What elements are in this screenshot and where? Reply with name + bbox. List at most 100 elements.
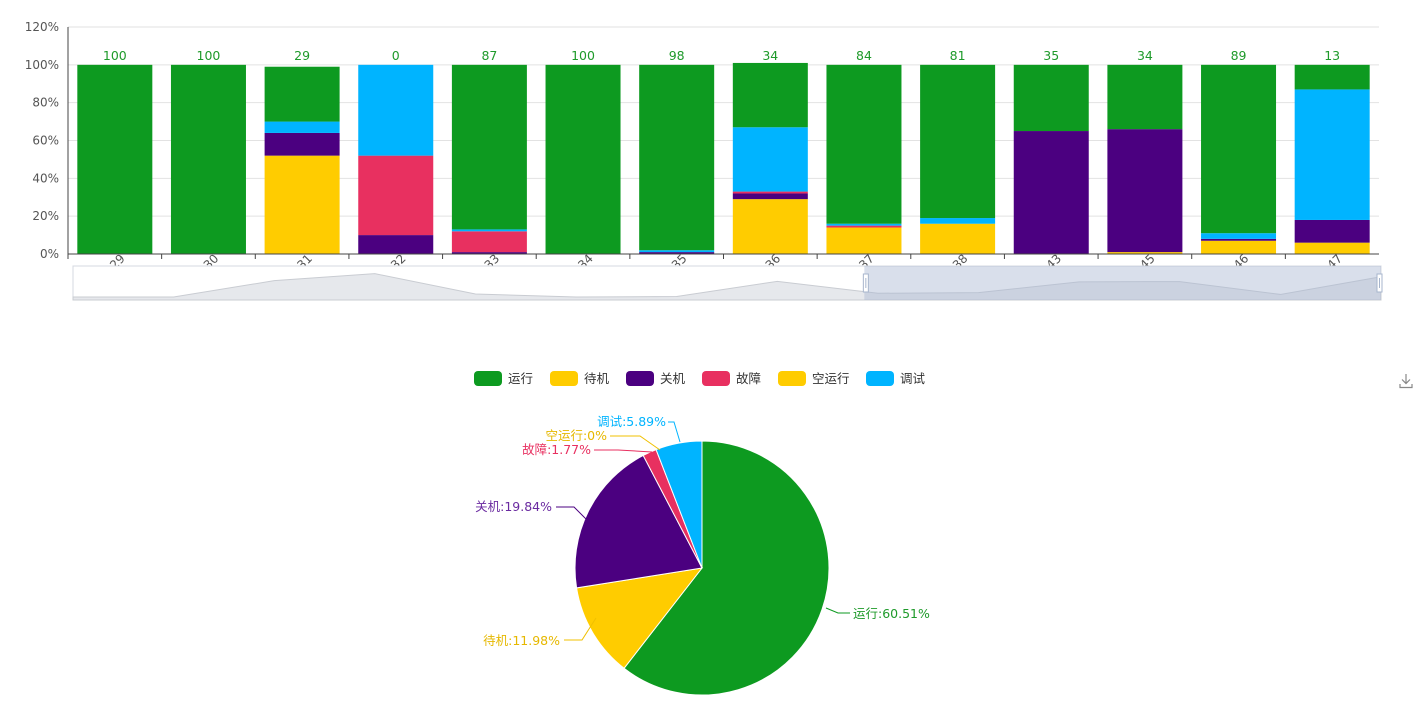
bar-segment-1133-5[interactable] bbox=[451, 64, 527, 230]
stacked-bar-chart: 0%20%40%60%80%100%120%112911301131113211… bbox=[25, 20, 1383, 301]
y-tick-label: 60% bbox=[32, 134, 59, 148]
bar-top-label-1130: 100 bbox=[197, 48, 221, 63]
legend-label: 运行 bbox=[508, 371, 533, 386]
bar-segment-1131-4[interactable] bbox=[264, 121, 340, 133]
legend-swatch bbox=[702, 371, 730, 386]
bar-segment-1137-5[interactable] bbox=[826, 64, 902, 224]
pie-slice-0[interactable] bbox=[623, 440, 830, 696]
zoom-preview-area bbox=[72, 273, 1382, 301]
legend-item-2[interactable]: 关机 bbox=[626, 371, 686, 386]
bar-top-label-1135: 98 bbox=[669, 48, 685, 63]
bar-segment-1138-0[interactable] bbox=[920, 223, 996, 254]
bar-top-label-1136: 34 bbox=[762, 48, 778, 63]
bar-segment-1131-5[interactable] bbox=[264, 66, 340, 122]
pie-leader-line bbox=[668, 421, 681, 443]
pie-label-5: 调试:5.89% bbox=[597, 414, 681, 443]
bar-segment-1147-5[interactable] bbox=[1294, 64, 1370, 90]
bar-segment-1135-1[interactable] bbox=[639, 252, 715, 254]
bar-segment-1146-0[interactable] bbox=[1201, 240, 1277, 254]
bar-segment-1146-5[interactable] bbox=[1201, 64, 1277, 234]
pie-slice-1[interactable] bbox=[575, 567, 704, 669]
bar-segment-1145-0[interactable] bbox=[1107, 252, 1183, 254]
legend-item-5[interactable]: 调试 bbox=[866, 371, 926, 386]
bar-segment-1147-4[interactable] bbox=[1294, 89, 1370, 220]
bar-segment-1147-0[interactable] bbox=[1294, 242, 1370, 254]
y-tick-label: 100% bbox=[25, 58, 59, 72]
bar-segment-1135-5[interactable] bbox=[639, 64, 715, 251]
pie-leader-line bbox=[594, 449, 653, 453]
legend-swatch bbox=[550, 371, 578, 386]
legend-item-3[interactable]: 故障 bbox=[702, 371, 761, 386]
bar-segment-1145-5[interactable] bbox=[1107, 64, 1183, 130]
y-tick-label: 0% bbox=[40, 247, 59, 261]
legend-label: 空运行 bbox=[812, 371, 850, 386]
bar-segment-1136-1[interactable] bbox=[732, 193, 808, 200]
legend-item-0[interactable]: 运行 bbox=[474, 371, 533, 386]
pie-label-0: 运行:60.51% bbox=[825, 606, 930, 621]
zoom-handle-right[interactable] bbox=[1376, 273, 1383, 293]
bar-top-label-1134: 100 bbox=[571, 48, 595, 63]
bar-segment-1132-4[interactable] bbox=[358, 64, 434, 156]
download-icon[interactable] bbox=[1397, 372, 1415, 390]
bar-segment-1137-0[interactable] bbox=[826, 227, 902, 254]
legend-label: 关机 bbox=[660, 371, 686, 386]
bar-top-label-1133: 87 bbox=[481, 48, 497, 63]
y-tick-label: 20% bbox=[32, 209, 59, 223]
pie-label-4: 空运行:0% bbox=[545, 428, 661, 451]
bar-segment-1147-1[interactable] bbox=[1294, 219, 1370, 243]
pie-label-1: 待机:11.98% bbox=[483, 617, 597, 648]
bar-segment-1130-5[interactable] bbox=[170, 64, 246, 254]
bar-segment-1135-4[interactable] bbox=[639, 250, 715, 253]
bar-segment-1136-2[interactable] bbox=[732, 191, 808, 194]
pie-label-text: 调试:5.89% bbox=[597, 414, 666, 429]
pie-slice-2[interactable] bbox=[574, 454, 703, 589]
bar-segment-1146-4[interactable] bbox=[1201, 233, 1277, 239]
pie-slice-5[interactable] bbox=[655, 440, 703, 569]
bar-segment-1136-4[interactable] bbox=[732, 127, 808, 192]
pie-slices bbox=[574, 440, 830, 696]
bar-segment-1131-1[interactable] bbox=[264, 132, 340, 156]
y-tick-label: 40% bbox=[32, 171, 59, 185]
pie-label-text: 故障:1.77% bbox=[522, 442, 591, 457]
zoom-window[interactable] bbox=[864, 266, 1381, 300]
bar-segment-1138-4[interactable] bbox=[920, 218, 996, 224]
bar-top-label-1131: 29 bbox=[294, 48, 310, 63]
bar-segment-1133-1[interactable] bbox=[451, 252, 527, 254]
pie-label-text: 空运行:0% bbox=[545, 428, 607, 443]
pie-label-text: 关机:19.84% bbox=[475, 499, 552, 514]
bar-segment-1138-5[interactable] bbox=[920, 64, 996, 219]
bar-top-labels: 100 100 29 0 87 100 98 34 84 81 35 34 89 13 bbox=[103, 48, 1340, 63]
bar-top-label-1129: 100 bbox=[103, 48, 127, 63]
bar-segment-1143-1[interactable] bbox=[1013, 131, 1089, 254]
pie-label-3: 故障:1.77% bbox=[522, 442, 653, 457]
pie-label-text: 待机:11.98% bbox=[483, 633, 560, 648]
legend-label: 待机 bbox=[584, 371, 610, 386]
bar-segment-1133-2[interactable] bbox=[451, 231, 527, 253]
bar-segment-1145-1[interactable] bbox=[1107, 129, 1183, 253]
bar-top-label-1147: 13 bbox=[1324, 48, 1340, 63]
legend-label: 调试 bbox=[900, 371, 926, 386]
bar-segment-1131-0[interactable] bbox=[264, 155, 340, 254]
y-tick-label: 80% bbox=[32, 96, 59, 110]
bar-segment-1133-4[interactable] bbox=[451, 229, 527, 232]
pie-chart: 运行 待机 关机 故障 空运行 调试 运行:60.51% 待机:11.98% 关机:19.84… bbox=[474, 371, 930, 696]
zoom-handle-left[interactable] bbox=[862, 273, 869, 293]
bar-segment-1146-1[interactable] bbox=[1201, 238, 1277, 241]
pie-labels: 运行:60.51% 待机:11.98% 关机:19.84% 故障:1.77%空运行:0… bbox=[475, 414, 930, 648]
bar-segment-1137-2[interactable] bbox=[826, 225, 902, 228]
bar-segment-1132-2[interactable] bbox=[358, 155, 434, 236]
bar-top-label-1132: 0 bbox=[392, 48, 400, 63]
data-zoom-slider[interactable] bbox=[72, 265, 1383, 301]
bar-segment-1132-1[interactable] bbox=[358, 235, 434, 254]
pie-leader-line bbox=[564, 617, 597, 641]
bar-segment-1136-0[interactable] bbox=[732, 199, 808, 254]
y-tick-label: 120% bbox=[25, 20, 59, 34]
legend-swatch bbox=[778, 371, 806, 386]
bar-segment-1143-5[interactable] bbox=[1013, 64, 1089, 132]
bar-segment-1136-5[interactable] bbox=[732, 62, 808, 128]
legend-item-4[interactable]: 空运行 bbox=[778, 371, 850, 386]
legend-item-1[interactable]: 待机 bbox=[550, 371, 610, 386]
bar-segment-1137-4[interactable] bbox=[826, 223, 902, 226]
bar-segment-1134-5[interactable] bbox=[545, 64, 621, 254]
bar-segment-1129-5[interactable] bbox=[77, 64, 153, 254]
